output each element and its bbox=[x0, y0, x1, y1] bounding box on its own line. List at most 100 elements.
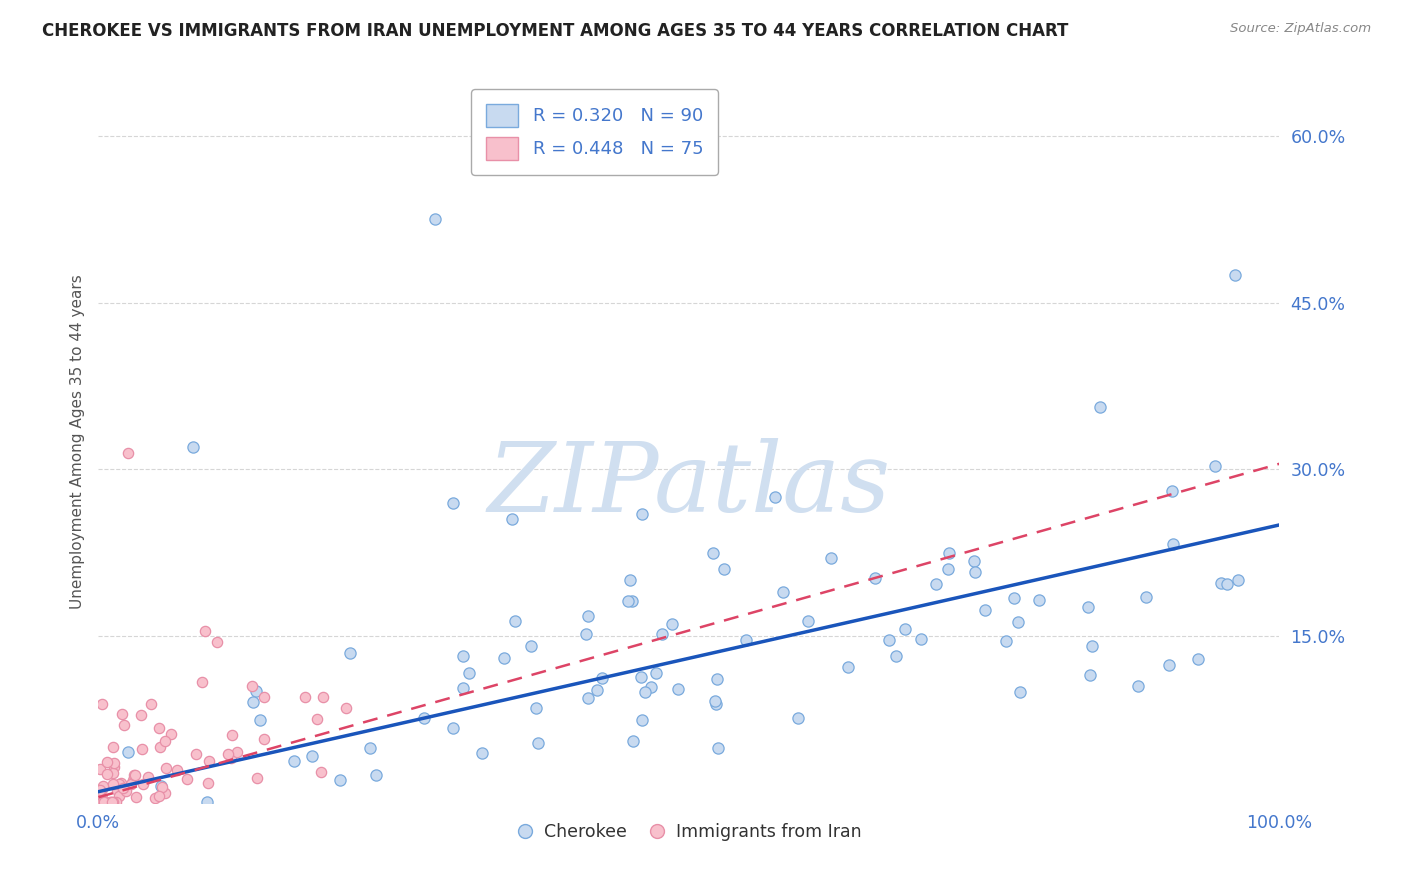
Point bbox=[176, 772, 198, 787]
Point bbox=[129, 708, 152, 723]
Point bbox=[820, 551, 842, 566]
Point bbox=[645, 666, 668, 681]
Point bbox=[240, 679, 263, 693]
Point bbox=[713, 562, 735, 576]
Point bbox=[225, 745, 247, 759]
Point bbox=[143, 791, 166, 805]
Point bbox=[245, 684, 267, 698]
Point bbox=[1227, 573, 1250, 587]
Point bbox=[884, 648, 907, 663]
Point bbox=[108, 777, 131, 791]
Point bbox=[494, 651, 516, 665]
Point bbox=[1216, 577, 1239, 591]
Point bbox=[640, 680, 662, 694]
Point bbox=[1081, 640, 1104, 654]
Point bbox=[103, 777, 125, 791]
Point bbox=[423, 212, 446, 227]
Point bbox=[1161, 536, 1184, 550]
Point bbox=[578, 690, 600, 705]
Point bbox=[148, 789, 170, 803]
Point bbox=[91, 697, 114, 711]
Point bbox=[160, 727, 183, 741]
Point bbox=[96, 795, 118, 809]
Point bbox=[651, 627, 673, 641]
Point bbox=[441, 496, 464, 510]
Point bbox=[877, 633, 900, 648]
Point bbox=[621, 733, 644, 747]
Point bbox=[1080, 668, 1102, 682]
Point bbox=[294, 690, 316, 705]
Point bbox=[91, 782, 114, 797]
Point bbox=[122, 768, 145, 782]
Point bbox=[702, 546, 724, 560]
Point bbox=[973, 603, 995, 617]
Point bbox=[1187, 652, 1209, 666]
Point bbox=[93, 795, 115, 809]
Point bbox=[89, 784, 111, 798]
Point bbox=[1223, 268, 1246, 282]
Point bbox=[661, 617, 683, 632]
Point bbox=[242, 695, 264, 709]
Point bbox=[894, 622, 917, 636]
Point bbox=[995, 634, 1018, 648]
Point bbox=[112, 784, 135, 798]
Point bbox=[132, 777, 155, 791]
Point bbox=[1008, 684, 1031, 698]
Point bbox=[329, 773, 352, 788]
Point bbox=[413, 711, 436, 725]
Point bbox=[586, 683, 609, 698]
Point bbox=[197, 795, 219, 809]
Point bbox=[148, 721, 170, 735]
Point bbox=[103, 760, 125, 774]
Point bbox=[249, 714, 271, 728]
Point bbox=[89, 788, 111, 802]
Point bbox=[575, 627, 598, 641]
Point bbox=[205, 634, 228, 648]
Point bbox=[312, 690, 335, 705]
Point bbox=[706, 672, 728, 686]
Point bbox=[166, 764, 188, 778]
Point bbox=[1157, 657, 1180, 672]
Point bbox=[217, 747, 239, 761]
Point bbox=[221, 728, 243, 742]
Point bbox=[616, 594, 638, 608]
Point bbox=[963, 566, 986, 580]
Point bbox=[117, 445, 139, 459]
Point bbox=[963, 554, 986, 568]
Point bbox=[100, 795, 122, 809]
Point bbox=[704, 694, 727, 708]
Point bbox=[89, 784, 111, 798]
Point bbox=[787, 711, 810, 725]
Point bbox=[181, 440, 204, 454]
Point bbox=[451, 649, 474, 664]
Point bbox=[155, 761, 177, 775]
Point bbox=[772, 584, 794, 599]
Point bbox=[471, 746, 494, 760]
Point bbox=[197, 776, 219, 790]
Point bbox=[619, 574, 641, 588]
Point bbox=[103, 765, 125, 780]
Point bbox=[311, 764, 333, 779]
Point bbox=[111, 780, 134, 795]
Point bbox=[149, 739, 172, 754]
Point bbox=[630, 507, 652, 521]
Point bbox=[104, 795, 127, 809]
Point bbox=[735, 632, 758, 647]
Point bbox=[191, 675, 214, 690]
Point bbox=[305, 713, 328, 727]
Point bbox=[122, 773, 145, 788]
Point bbox=[1077, 600, 1099, 615]
Point bbox=[1028, 593, 1050, 607]
Text: CHEROKEE VS IMMIGRANTS FROM IRAN UNEMPLOYMENT AMONG AGES 35 TO 44 YEARS CORRELAT: CHEROKEE VS IMMIGRANTS FROM IRAN UNEMPLO… bbox=[42, 22, 1069, 40]
Point bbox=[105, 782, 128, 797]
Point bbox=[451, 681, 474, 695]
Point bbox=[1204, 459, 1226, 474]
Point bbox=[837, 659, 859, 673]
Point bbox=[89, 762, 111, 776]
Point bbox=[1126, 679, 1149, 693]
Point bbox=[630, 670, 652, 684]
Point bbox=[91, 795, 114, 809]
Point bbox=[253, 731, 276, 746]
Point bbox=[441, 721, 464, 735]
Point bbox=[112, 718, 135, 732]
